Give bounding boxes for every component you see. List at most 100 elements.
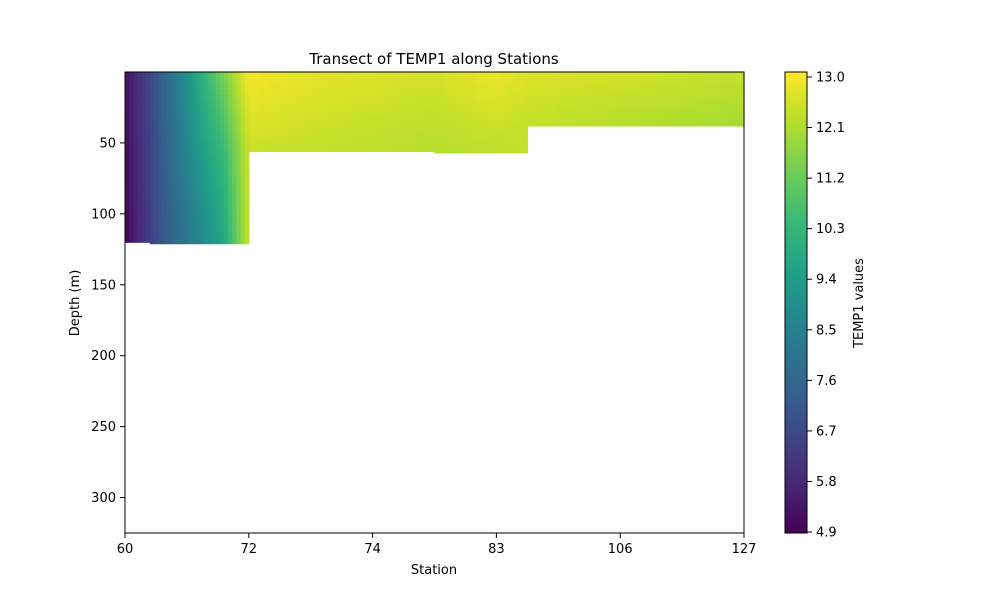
heatmap-cell [162, 236, 167, 243]
heatmap-cell [413, 123, 425, 130]
heatmap-cell [228, 134, 233, 141]
heatmap-cell [269, 134, 281, 141]
heatmap-cell [486, 140, 497, 147]
heatmap-cell [153, 168, 159, 175]
heatmap-cell [434, 145, 446, 153]
heatmap-cell [145, 157, 151, 164]
heatmap-cell [129, 77, 134, 84]
heatmap-cell [232, 196, 238, 204]
heatmap-cell [269, 83, 281, 90]
heatmap-cell [137, 230, 143, 238]
heatmap-cell [382, 145, 394, 153]
heatmap-cell [182, 117, 188, 124]
heatmap-cell [178, 157, 184, 164]
heatmap-cell [511, 117, 518, 124]
heatmap-cell [522, 134, 528, 141]
heatmap-cell [236, 236, 242, 243]
heatmap-cell [162, 219, 167, 226]
heatmap-cell [207, 185, 213, 192]
heatmap-cell [178, 213, 184, 221]
heatmap-cell [475, 111, 487, 118]
heatmap-cell [158, 219, 163, 226]
heatmap-cell [158, 123, 163, 130]
heatmap-cell [682, 94, 704, 101]
heatmap-cell [269, 117, 281, 124]
heatmap-cell [542, 111, 559, 118]
heatmap-cell [166, 157, 171, 164]
heatmap-cell [211, 100, 217, 107]
heatmap-cell [372, 145, 384, 153]
heatmap-cell [133, 168, 138, 175]
heatmap-cell [207, 111, 213, 118]
heatmap-cell [178, 185, 184, 192]
heatmap-cell [162, 134, 167, 141]
colorbar: 4.95.86.77.68.59.410.311.212.113.0 TEMP1… [784, 71, 867, 541]
heatmap-cell [723, 83, 745, 90]
heatmap-cell [290, 72, 301, 79]
heatmap-cell [215, 140, 221, 147]
heatmap-cell [496, 151, 503, 154]
heatmap-cell [195, 174, 200, 181]
heatmap-cell [424, 123, 436, 130]
heatmap-cell [149, 145, 155, 153]
heatmap-cell [444, 106, 456, 113]
heatmap-cell [382, 123, 394, 130]
heatmap-cell [240, 77, 246, 84]
heatmap-cell [219, 128, 225, 136]
heatmap-cell [228, 162, 233, 170]
heatmap-cell [129, 123, 134, 130]
heatmap-cell [145, 89, 151, 96]
y-tick-label: 300 [91, 491, 116, 506]
heatmap-cell [517, 77, 523, 84]
heatmap-cell [174, 242, 180, 245]
heatmap-cell [170, 191, 176, 198]
heatmap-cell [232, 179, 238, 187]
heatmap-cell [413, 111, 425, 118]
heatmap-cell [158, 179, 163, 187]
heatmap-cell [620, 77, 642, 84]
heatmap-cell [215, 157, 221, 164]
heatmap-cell [248, 140, 260, 147]
colorbar-tick-label: 4.9 [816, 526, 837, 541]
heatmap-cell [203, 162, 209, 170]
heatmap-cell [166, 191, 171, 198]
heatmap-cell [137, 219, 143, 226]
heatmap-cell [215, 134, 221, 141]
heatmap-cell [465, 140, 477, 147]
heatmap-cell [182, 191, 188, 198]
heatmap-cell [403, 89, 415, 96]
heatmap-cell [186, 168, 192, 175]
heatmap-cell [133, 174, 138, 181]
heatmap-cell [137, 145, 143, 153]
x-tick-label: 127 [732, 542, 757, 557]
heatmap-cell [141, 145, 147, 153]
heatmap-cell [207, 213, 213, 221]
heatmap-cell [290, 111, 301, 118]
heatmap-cell [236, 242, 242, 245]
heatmap-cell [178, 174, 184, 181]
heatmap-cell [455, 128, 467, 136]
heatmap-cell [182, 151, 188, 158]
heatmap-cell [341, 72, 353, 79]
heatmap-cell [290, 123, 301, 130]
heatmap-cell [290, 94, 301, 101]
heatmap-cell [413, 94, 425, 101]
heatmap-cell [191, 72, 196, 79]
heatmap-cell [158, 151, 163, 158]
heatmap-cell [589, 123, 606, 127]
heatmap-cell [149, 117, 155, 124]
heatmap-cell [236, 117, 242, 124]
heatmap-cell [542, 123, 559, 127]
heatmap-cell [129, 168, 134, 175]
heatmap-cell [174, 145, 180, 153]
heatmap-cell [589, 94, 606, 101]
heatmap-cell [290, 77, 301, 84]
heatmap-cell [475, 151, 487, 154]
heatmap-cell [228, 83, 233, 90]
heatmap-cell [125, 94, 130, 101]
heatmap-cell [145, 117, 151, 124]
heatmap-cell [178, 219, 184, 226]
heatmap-cell [137, 72, 143, 79]
heatmap-cell [501, 111, 508, 118]
heatmap-cell [321, 83, 332, 90]
